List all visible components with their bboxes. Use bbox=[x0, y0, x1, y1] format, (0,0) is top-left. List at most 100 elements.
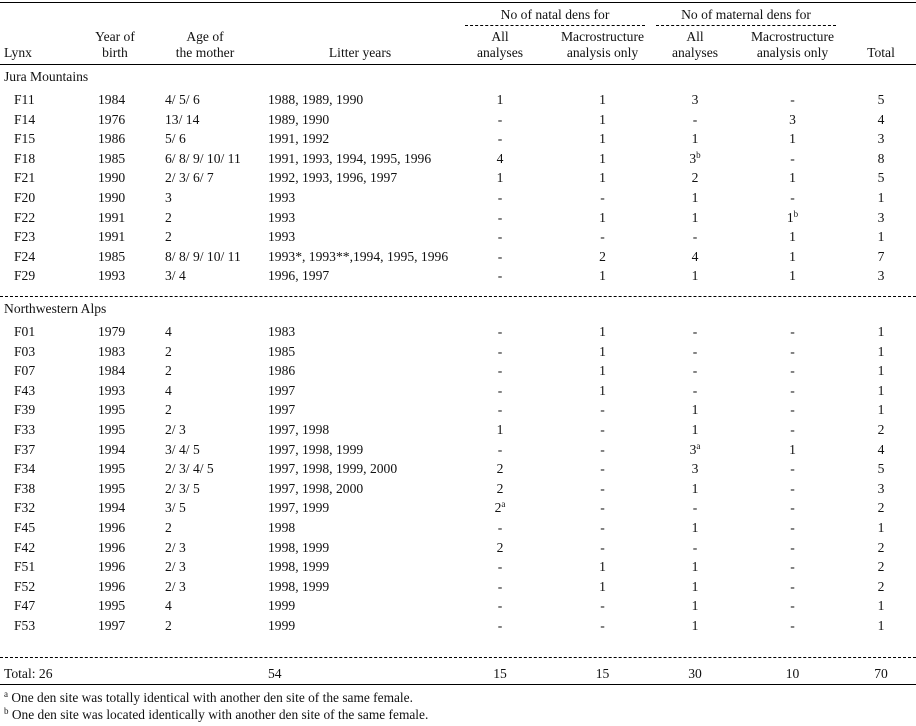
cell-total: 7 bbox=[856, 249, 906, 265]
cell-natal-all: 2 bbox=[460, 461, 540, 477]
cell-value: 1985 bbox=[268, 343, 296, 359]
header-lynx: Lynx bbox=[4, 45, 32, 60]
cell-value: 1998 bbox=[268, 520, 296, 535]
cell-litters: 1991, 1992 bbox=[268, 131, 329, 147]
cell-id: F07 bbox=[14, 363, 35, 379]
cell-id: F33 bbox=[14, 422, 35, 438]
cell-litters: 1992, 1993, 1996, 1997 bbox=[268, 170, 397, 186]
cell-value: - bbox=[790, 92, 795, 107]
cell-value: F14 bbox=[14, 111, 36, 127]
cell-litters: 1993*, 1993**,1994, 1995, 1996 bbox=[268, 249, 448, 265]
cell-value: 1984 bbox=[98, 363, 126, 379]
cell-value: - bbox=[692, 324, 698, 339]
cell-value: 1994 bbox=[98, 500, 126, 516]
cell-natal-macro: - bbox=[545, 402, 660, 418]
cell-id: F34 bbox=[14, 461, 35, 477]
cell-value: 1976 bbox=[98, 111, 126, 127]
cell-mat-all: 3 bbox=[660, 461, 730, 477]
cell-id: F11 bbox=[14, 92, 35, 108]
cell-value: F01 bbox=[14, 324, 36, 339]
cell-total: 1 bbox=[856, 363, 906, 379]
cell-value: - bbox=[600, 520, 605, 535]
cell-value: 1983 bbox=[268, 324, 296, 339]
cell-value: - bbox=[790, 382, 795, 398]
cell-value: 1993 bbox=[98, 268, 126, 284]
cell-value: 3 bbox=[877, 268, 885, 284]
cell-value: 1 bbox=[877, 229, 885, 245]
cell-value: 1 bbox=[789, 131, 796, 147]
cell-value: - bbox=[790, 520, 795, 535]
cell-year: 1990 bbox=[98, 190, 125, 206]
cell-value: F11 bbox=[14, 92, 35, 107]
cell-mat-macro: - bbox=[735, 520, 850, 536]
cell-value: - bbox=[692, 363, 698, 379]
cell-natal-all: - bbox=[460, 618, 540, 634]
cell-total: 2 bbox=[856, 559, 906, 575]
cell-value: - bbox=[600, 539, 605, 555]
cell-mat-macro: - bbox=[735, 190, 850, 206]
cell-year: 1993 bbox=[98, 268, 125, 284]
cell-value: 2/ 3 bbox=[165, 578, 186, 594]
cell-age: 2 bbox=[165, 402, 172, 418]
cell-value: - bbox=[600, 461, 605, 477]
cell-mat-macro: - bbox=[735, 422, 850, 438]
cell-value: 2 bbox=[165, 209, 172, 225]
footnote-b-text: One den site was located identically wit… bbox=[11, 707, 429, 722]
cell-value: 3 bbox=[689, 150, 697, 166]
cell-value: - bbox=[497, 343, 503, 359]
cell-value: 4 bbox=[496, 150, 504, 166]
cell-year: 1979 bbox=[98, 324, 125, 340]
cell-mat-macro: - bbox=[735, 618, 850, 634]
cell-age: 8/ 8/ 9/ 10/ 11 bbox=[165, 249, 241, 265]
cell-litters: 1986 bbox=[268, 363, 295, 379]
cell-value: 2/ 3/ 5 bbox=[165, 480, 200, 496]
cell-value: 1991, 1992 bbox=[268, 131, 330, 147]
header-natal-all-line2: analyses bbox=[476, 45, 524, 60]
cell-value: - bbox=[790, 402, 795, 418]
cell-litters: 1997 bbox=[268, 383, 295, 399]
cell-mat-macro: 1 bbox=[735, 442, 850, 458]
cell-natal-all: - bbox=[460, 131, 540, 147]
cell-value: 1 bbox=[691, 559, 699, 575]
cell-mat-all: 1 bbox=[660, 559, 730, 575]
cell-value: 1998, 1999 bbox=[268, 539, 330, 555]
cell-value: 3 bbox=[877, 209, 885, 225]
cell-natal-all: 1 bbox=[460, 92, 540, 108]
cell-litters: 1993 bbox=[268, 210, 295, 226]
cell-value: 2/ 3 bbox=[165, 559, 186, 575]
cell-value: - bbox=[692, 111, 698, 127]
cell-total: 1 bbox=[856, 618, 906, 634]
cell-year: 1996 bbox=[98, 520, 125, 536]
cell-value: 1 bbox=[789, 248, 796, 264]
cell-year: 1995 bbox=[98, 402, 125, 418]
cell-natal-macro: 2 bbox=[545, 249, 660, 265]
cell-natal-macro: 1 bbox=[545, 268, 660, 284]
cell-value: 1998, 1999 bbox=[268, 578, 330, 594]
cell-year: 1997 bbox=[98, 618, 125, 634]
cell-value: 2/ 3 bbox=[165, 422, 186, 437]
cell-value: 1993 bbox=[98, 382, 126, 398]
cell-mat-all: - bbox=[660, 540, 730, 556]
cell-id: F29 bbox=[14, 268, 35, 284]
cell-value: 1993 bbox=[268, 229, 296, 245]
cell-litters: 1989, 1990 bbox=[268, 112, 329, 128]
cell-value: 1984 bbox=[98, 92, 126, 107]
cell-value: - bbox=[790, 363, 795, 379]
cell-value: 2 bbox=[691, 170, 699, 186]
cell-value: F29 bbox=[14, 268, 36, 284]
cell-value: 3 bbox=[877, 480, 885, 496]
cell-value: 2 bbox=[599, 248, 606, 264]
cell-age: 3 bbox=[165, 190, 172, 206]
cell-age: 3/ 4 bbox=[165, 268, 186, 284]
cell-age: 2 bbox=[165, 210, 172, 226]
cell-value: 1995 bbox=[98, 461, 126, 477]
header-natal-macro-line2: analysis only bbox=[566, 45, 639, 60]
cell-value: 1994 bbox=[98, 441, 126, 457]
cell-value: 2 bbox=[165, 402, 172, 418]
cell-total: 5 bbox=[856, 461, 906, 477]
header-maternal-group: No of maternal dens for bbox=[681, 7, 811, 22]
cell-natal-macro: 1 bbox=[545, 210, 660, 226]
cell-mat-all: - bbox=[660, 363, 730, 379]
cell-year: 1994 bbox=[98, 442, 125, 458]
cell-natal-all: - bbox=[460, 598, 540, 614]
